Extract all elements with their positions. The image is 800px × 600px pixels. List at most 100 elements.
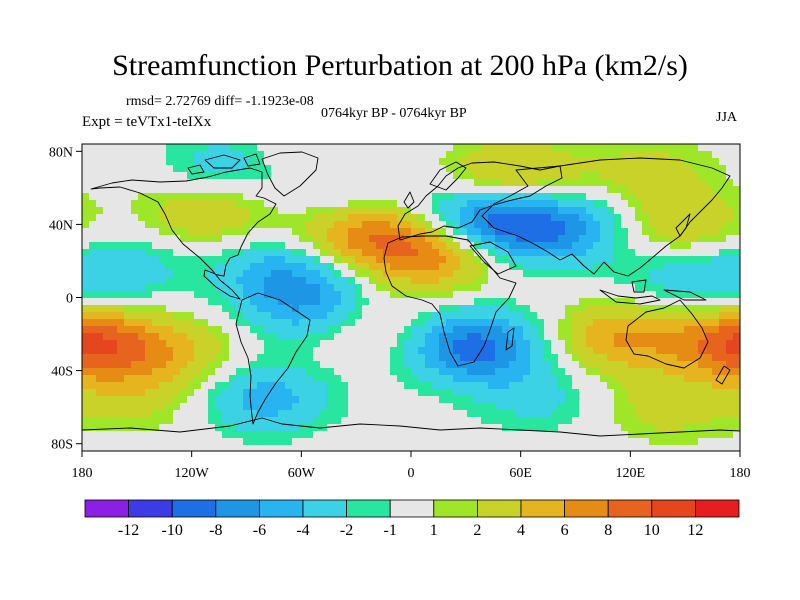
field-cell	[502, 207, 510, 215]
field-cell	[124, 256, 132, 264]
field-cell	[698, 340, 706, 348]
field-cell	[705, 291, 713, 299]
field-cell	[698, 410, 706, 418]
field-cell	[544, 228, 552, 236]
field-cell	[593, 333, 601, 341]
field-cell	[544, 431, 552, 439]
field-cell	[103, 298, 111, 306]
colorbar-label: 2	[473, 522, 481, 539]
field-cell	[180, 193, 188, 201]
field-cell	[439, 249, 447, 257]
field-cell	[495, 438, 503, 446]
field-cell	[194, 165, 202, 173]
field-cell	[600, 256, 608, 264]
field-cell	[530, 389, 538, 397]
field-cell	[642, 347, 650, 355]
field-cell	[558, 249, 566, 257]
field-cell	[481, 186, 489, 194]
field-cell	[649, 291, 657, 299]
field-cell	[509, 158, 517, 166]
field-cell	[656, 291, 664, 299]
field-cell	[180, 417, 188, 425]
field-cell	[607, 277, 615, 285]
field-cell	[208, 270, 216, 278]
field-cell	[194, 403, 202, 411]
field-cell	[635, 263, 643, 271]
field-cell	[523, 214, 531, 222]
coast-madagascar	[505, 327, 515, 351]
field-cell	[187, 179, 195, 187]
field-cell	[453, 319, 461, 327]
field-cell	[439, 326, 447, 334]
field-cell	[565, 151, 573, 159]
field-cell	[726, 396, 734, 404]
field-cell	[530, 256, 538, 264]
field-cell	[418, 438, 426, 446]
field-cell	[334, 312, 342, 320]
field-cell	[509, 298, 517, 306]
field-cell	[173, 214, 181, 222]
field-cell	[152, 375, 160, 383]
field-cell	[341, 256, 349, 264]
field-cell	[453, 193, 461, 201]
field-cell	[411, 172, 419, 180]
field-cell	[663, 354, 671, 362]
field-cell	[558, 333, 566, 341]
colorbar-swatch	[389, 499, 435, 518]
field-cell	[215, 228, 223, 236]
field-cell	[586, 291, 594, 299]
field-cell	[530, 214, 538, 222]
field-cell	[348, 179, 356, 187]
field-cell	[670, 438, 678, 446]
field-cell	[516, 235, 524, 243]
field-cell	[705, 375, 713, 383]
field-cell	[110, 340, 118, 348]
field-cell	[628, 256, 636, 264]
field-cell	[299, 165, 307, 173]
field-cell	[565, 186, 573, 194]
field-cell	[544, 179, 552, 187]
field-cell	[488, 186, 496, 194]
field-cell	[201, 165, 209, 173]
field-cell	[523, 375, 531, 383]
field-cell	[432, 424, 440, 432]
field-cell	[411, 445, 419, 451]
field-cell	[82, 396, 90, 404]
field-cell	[635, 438, 643, 446]
field-cell	[390, 291, 398, 299]
field-cell	[523, 270, 531, 278]
field-cell	[117, 172, 125, 180]
field-cell	[222, 305, 230, 313]
field-cell	[292, 326, 300, 334]
field-cell	[481, 270, 489, 278]
field-cell	[628, 361, 636, 369]
field-cell	[236, 445, 244, 451]
field-cell	[187, 326, 195, 334]
field-cell	[194, 263, 202, 271]
field-cell	[425, 319, 433, 327]
field-cell	[551, 263, 559, 271]
field-cell	[271, 228, 279, 236]
field-cell	[117, 319, 125, 327]
field-cell	[635, 312, 643, 320]
field-cell	[670, 396, 678, 404]
field-cell	[278, 396, 286, 404]
field-cell	[565, 242, 573, 250]
field-cell	[551, 277, 559, 285]
field-cell	[278, 445, 286, 451]
field-cell	[173, 410, 181, 418]
field-cell	[432, 263, 440, 271]
field-cell	[502, 375, 510, 383]
field-cell	[705, 445, 713, 451]
field-cell	[243, 249, 251, 257]
field-cell	[579, 375, 587, 383]
field-cell	[194, 389, 202, 397]
field-cell	[285, 249, 293, 257]
field-cell	[642, 165, 650, 173]
field-cell	[460, 298, 468, 306]
field-cell	[509, 396, 517, 404]
field-cell	[733, 263, 740, 271]
field-cell	[355, 158, 363, 166]
field-cell	[418, 326, 426, 334]
field-cell	[495, 312, 503, 320]
